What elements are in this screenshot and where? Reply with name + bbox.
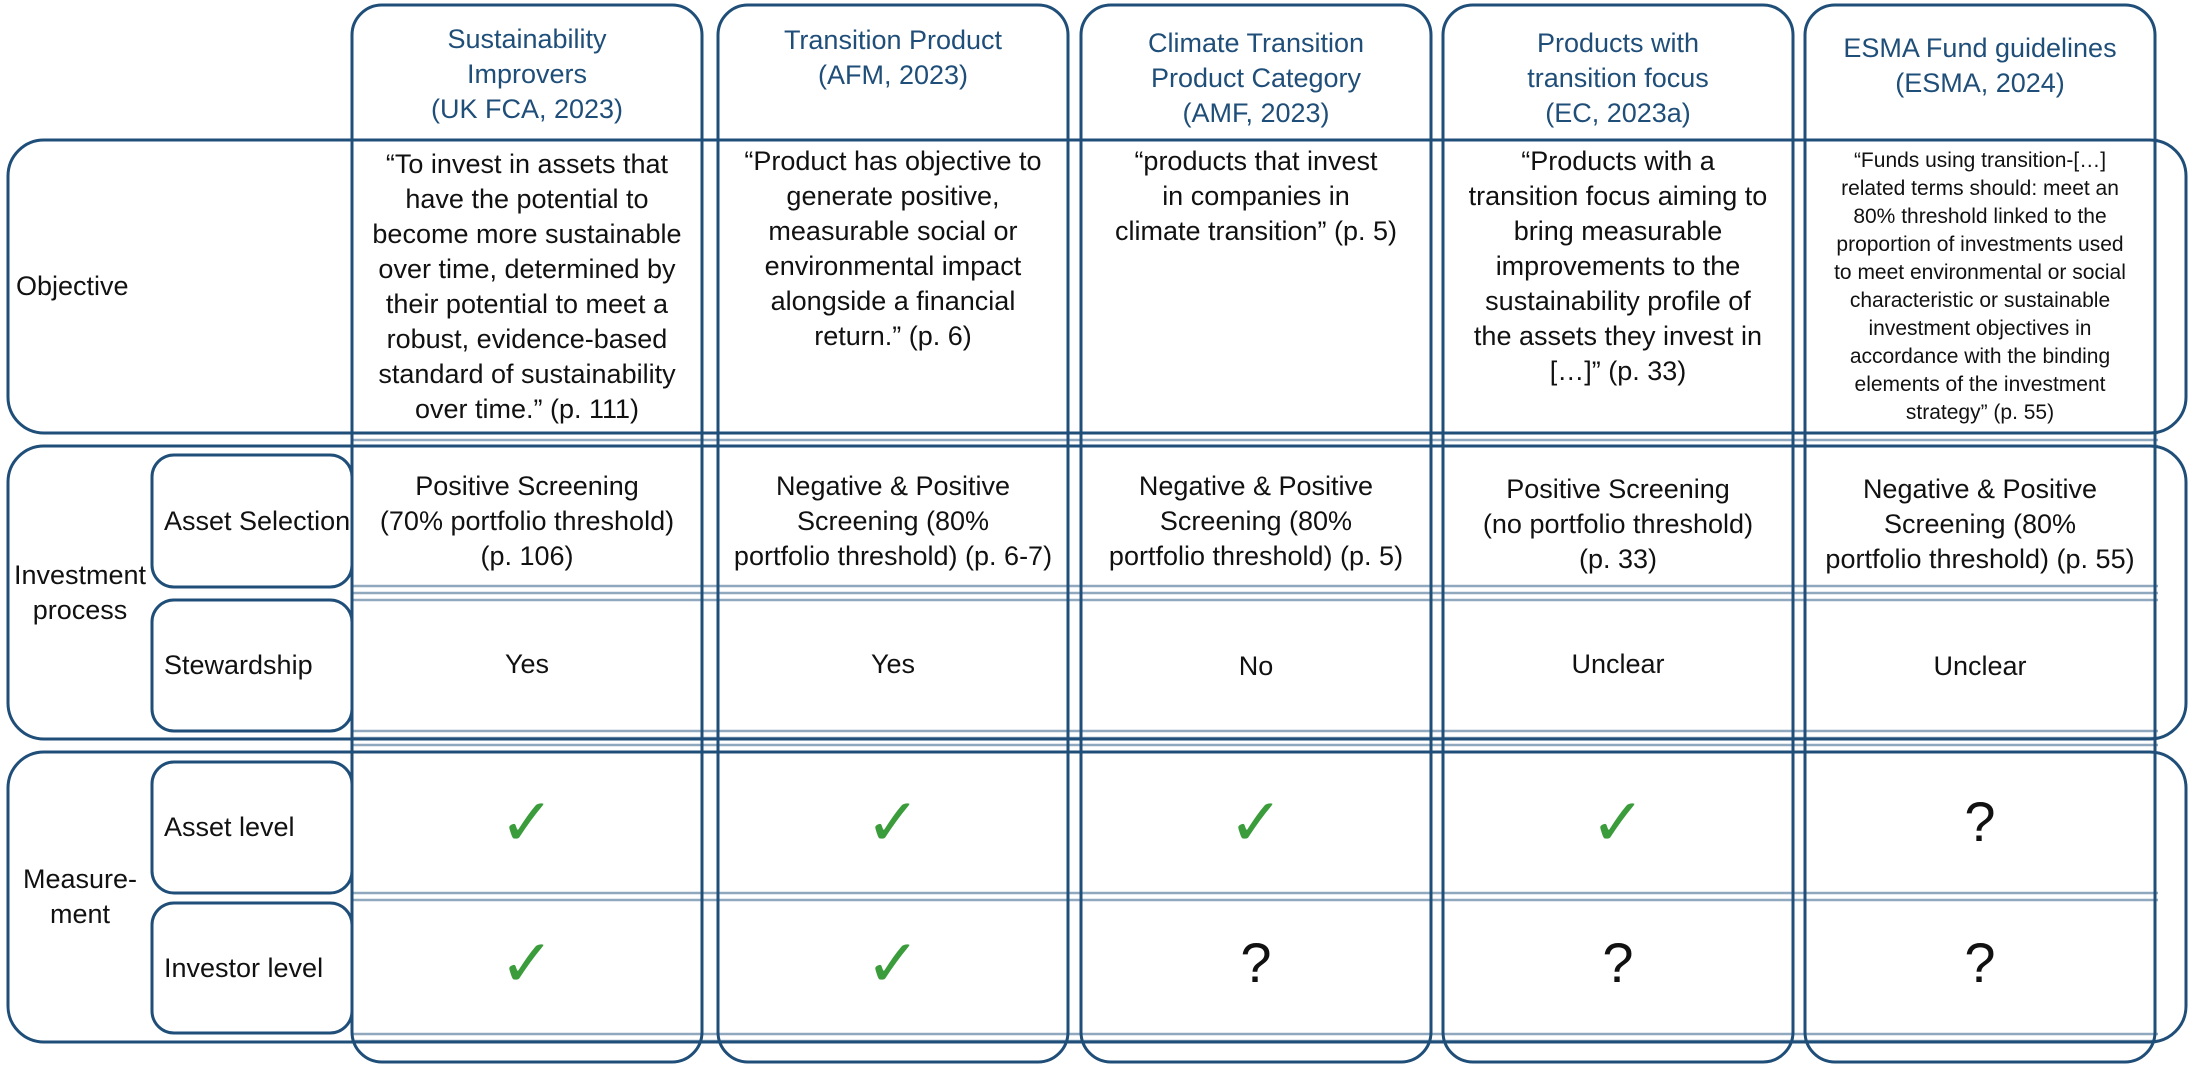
stewardship-cell: Yes [504, 648, 550, 679]
column-header-uk-fca: Sustainability Improvers (UK FCA, 2023) [430, 23, 624, 124]
question-mark-icon: ? [1240, 931, 1272, 994]
asset-selection-cell: Negative & Positive Screening (80% portf… [1825, 473, 2135, 574]
column-header-amf: Climate Transition Product Category (AMF… [1147, 27, 1365, 128]
check-icon: ✓ [499, 785, 555, 859]
row-frames [6, 138, 2188, 1044]
question-mark-icon: ? [1964, 931, 1996, 994]
column-header-ec: Products with transition focus (EC, 2023… [1527, 27, 1709, 128]
objective-cell: “Product has objective to generate posit… [744, 146, 1042, 351]
asset-selection-cell: Negative & Positive Screening (80% portf… [1108, 470, 1404, 571]
row-label-investor-level: Investor level [164, 952, 324, 983]
question-mark-icon: ? [1602, 931, 1634, 994]
row-label-objective: Objective [16, 271, 129, 301]
column-header-afm: Transition Product (AFM, 2023) [783, 24, 1003, 90]
stewardship-cell: Unclear [1933, 650, 2027, 681]
check-icon: ✓ [1590, 785, 1646, 859]
row-label-measurement: Measure- ment [22, 864, 138, 929]
row-label-stewardship: Stewardship [164, 650, 313, 680]
column-header-esma: ESMA Fund guidelines (ESMA, 2024) [1843, 33, 2117, 98]
check-icon: ✓ [1228, 785, 1284, 859]
stewardship-cell: Unclear [1571, 648, 1665, 679]
stewardship-cell: Yes [870, 648, 916, 679]
column-frames [350, 3, 2157, 1064]
row-label-investment-process: Investment process [13, 559, 147, 625]
objective-cell: “To invest in assets that have the poten… [372, 148, 682, 424]
objective-cell: “Funds using transition-[…] related term… [1834, 148, 2126, 424]
objective-cell: “Products with a transition focus aiming… [1468, 146, 1768, 386]
objective-cell: “products that invest in companies in cl… [1114, 146, 1398, 246]
asset-selection-cell: Positive Screening (70% portfolio thresh… [379, 470, 675, 571]
asset-selection-cell: Positive Screening (no portfolio thresho… [1482, 473, 1754, 574]
check-icon: ✓ [865, 926, 921, 1000]
row-label-asset-level: Asset level [164, 812, 295, 842]
stewardship-cell: No [1238, 650, 1274, 681]
check-icon: ✓ [865, 785, 921, 859]
check-icon: ✓ [499, 926, 555, 1000]
question-mark-icon: ? [1964, 790, 1996, 853]
asset-selection-cell: Negative & Positive Screening (80% portf… [733, 470, 1053, 571]
row-label-asset-selection: Asset Selection [164, 505, 351, 536]
